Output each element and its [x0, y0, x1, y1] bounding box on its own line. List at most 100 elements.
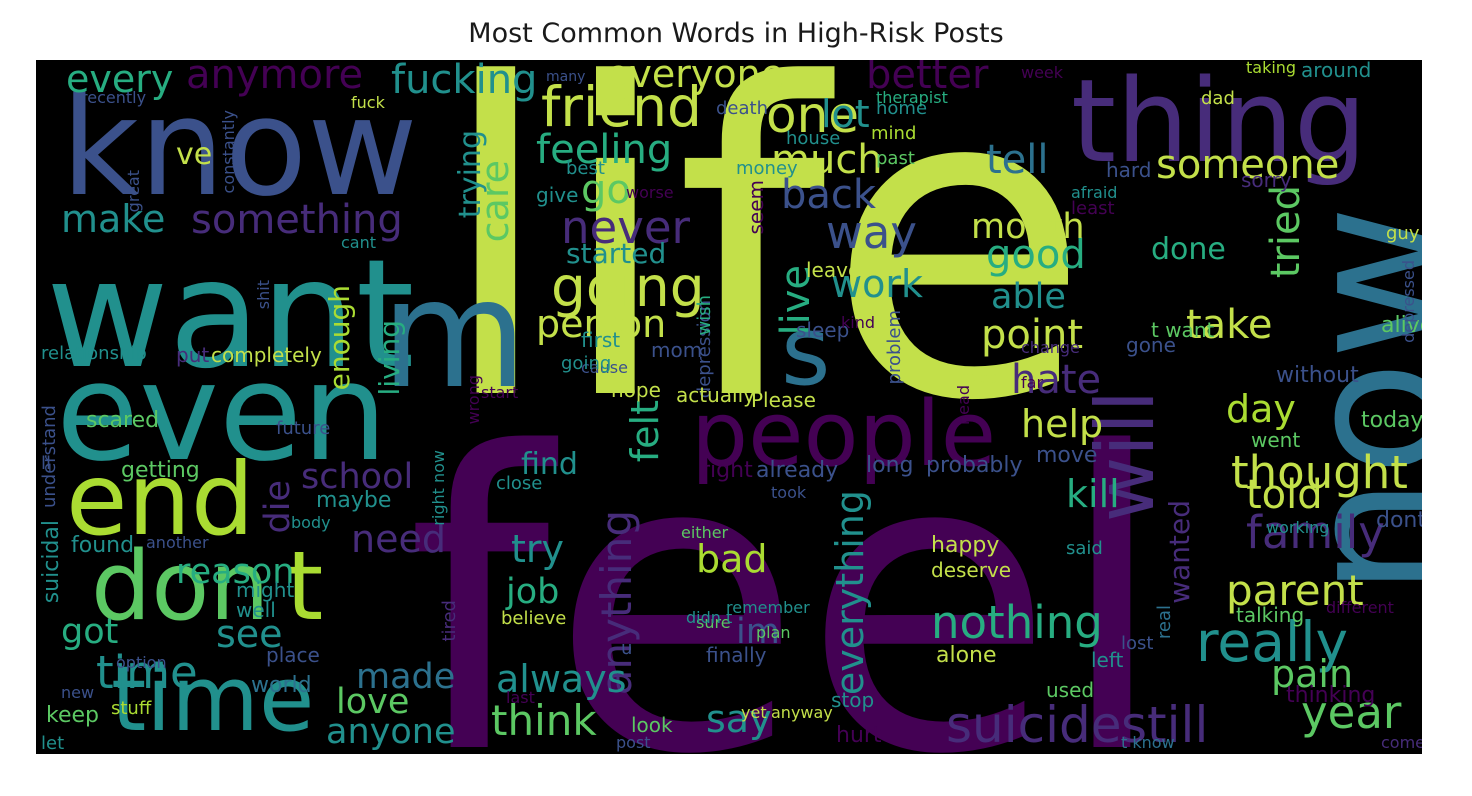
word-taking-86: taking [1246, 60, 1297, 77]
word-much-33: much [771, 137, 883, 183]
word-least-97: least [1071, 198, 1115, 219]
word-back-41: back [781, 172, 877, 218]
word-well-166: well [236, 598, 276, 622]
word-cloud: life feel want know thing even now m people don en… [36, 60, 1422, 754]
word-went-115: went [1251, 428, 1301, 452]
word-last-175: last [506, 688, 535, 707]
word-new-168: new [61, 683, 95, 702]
word-move-144: move [1036, 443, 1098, 468]
word-really-20: really [1196, 610, 1349, 674]
word-great-182: great [124, 170, 143, 213]
word-either-140: either [681, 523, 729, 542]
word-world-172: world [251, 673, 312, 698]
word-home-90: home [876, 98, 928, 119]
word-reason-57: reason [176, 552, 295, 592]
word-keep-170: keep [46, 703, 99, 728]
word-getting-151: getting [121, 458, 200, 483]
word-time-11: time [111, 647, 315, 752]
word-want-2: want [46, 228, 415, 402]
word-depressed-180: depressed [1399, 260, 1418, 343]
word-still-19: still [1121, 696, 1209, 754]
word-cause-192: cause [581, 358, 628, 377]
word-said-196: said [1066, 538, 1103, 559]
word-make-38: make [61, 197, 166, 241]
word-see-74: see [216, 612, 283, 656]
word-let-169: let [41, 733, 65, 754]
word-remember-132: remember [726, 598, 810, 617]
word-another-149: another [146, 533, 209, 552]
word-give-100: give [536, 183, 579, 207]
word-recently-181: recently [81, 88, 147, 107]
word-sorry-98: sorry [1241, 168, 1292, 192]
word-end-10: end [66, 441, 255, 558]
word-even-5: even [56, 334, 388, 491]
word-told-24: told [1246, 472, 1323, 518]
word-point-46: point [981, 312, 1084, 358]
word-constantly-183: constantly [219, 110, 238, 194]
word-everything-65: everything [828, 490, 872, 696]
word-able-49: able [991, 277, 1066, 317]
word-worse-103: worse [626, 183, 674, 202]
word-living-80: living [373, 320, 406, 396]
word-find-62: find [521, 447, 578, 482]
word-fucking-28: fucking [391, 60, 538, 103]
word-sure-131: sure [696, 613, 731, 632]
word-lot-77: lot [821, 92, 870, 136]
word-already-145: already [756, 458, 839, 483]
word-hate-51: hate [1011, 357, 1102, 403]
word-death-89: death [716, 98, 768, 119]
word-long-143: long [866, 453, 914, 478]
word-day-53: day [1226, 387, 1296, 431]
word-going-17: going [551, 255, 705, 319]
word-took-141: took [771, 483, 807, 502]
word-nothing-25: nothing [931, 596, 1103, 649]
word-im-66: im [736, 612, 780, 652]
word-t-14: t [286, 532, 324, 642]
word-year-21: year [1301, 686, 1402, 739]
word-week-88: week [1021, 63, 1064, 82]
word-thinking-120: thinking [1286, 683, 1376, 708]
word-change-111: change [1021, 338, 1080, 357]
word-suicide-18: suicide [946, 696, 1122, 754]
word-real-128: real [1154, 605, 1175, 640]
word-believe-134: believe [501, 608, 567, 629]
word-school-56: school [301, 457, 414, 497]
word-good-42: good [986, 232, 1086, 278]
word-pain-70: pain [1271, 652, 1354, 696]
word-suicidal-164: suicidal [39, 520, 64, 604]
word-wanted-83: wanted [1163, 500, 1196, 604]
word-best-101: best [566, 158, 605, 179]
word-anyone-73: anyone [326, 712, 456, 752]
word-fuck-184: fuck [351, 93, 385, 112]
word-deserve-139: deserve [931, 558, 1012, 582]
word-ve-84: ve [176, 137, 213, 172]
word-wrong-189: wrong [464, 375, 483, 425]
word-person-45: person [536, 302, 667, 346]
word-future-152: future [276, 418, 331, 439]
word-place-173: place [266, 643, 320, 667]
word-relationship-161: relationship [41, 343, 147, 364]
word-leave-105: leave [806, 258, 861, 282]
word-tell-36: tell [986, 137, 1049, 183]
word-therapist-94: therapist [876, 88, 948, 107]
word-used-125: used [1046, 678, 1095, 702]
word-u-174: u [621, 638, 633, 659]
word-kind-109: kind [841, 313, 876, 332]
word-hurt-121: hurt [836, 723, 882, 748]
word-might-165: might [236, 578, 295, 602]
word-thought-22: thought [1231, 446, 1408, 499]
word-anymore-29: anymore [186, 60, 364, 98]
word-done-82: done [1151, 232, 1226, 267]
word-better-32: better [866, 60, 989, 98]
word-actually-154: actually [676, 383, 755, 407]
word-close-147: close [496, 473, 543, 494]
word-s-13: s [781, 297, 831, 407]
word-say-69: say [706, 697, 772, 741]
word-friend-15: friend [541, 75, 702, 139]
word-loved-194: loved [956, 368, 1000, 387]
word-job-64: job [506, 572, 560, 612]
word-ll-163: ll [41, 453, 52, 474]
word-family-23: family [1246, 506, 1385, 559]
word-go-35: go [581, 167, 631, 213]
word-bad-63: bad [696, 537, 768, 581]
